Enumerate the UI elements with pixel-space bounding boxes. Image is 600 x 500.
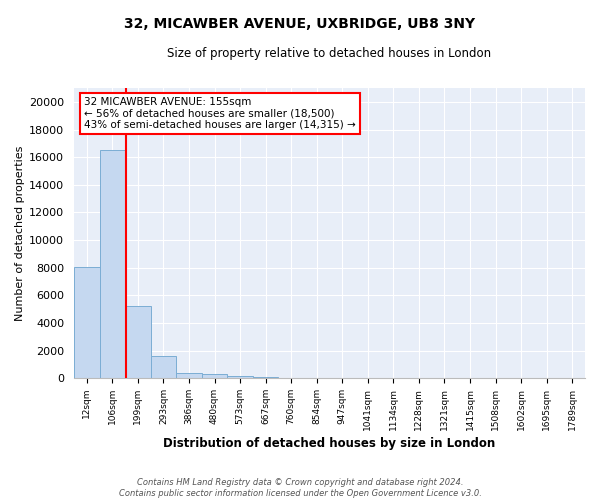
Text: 32, MICAWBER AVENUE, UXBRIDGE, UB8 3NY: 32, MICAWBER AVENUE, UXBRIDGE, UB8 3NY	[124, 18, 476, 32]
Bar	[151, 356, 176, 378]
Y-axis label: Number of detached properties: Number of detached properties	[15, 146, 25, 321]
Bar	[253, 377, 278, 378]
Bar	[100, 150, 125, 378]
Text: Contains HM Land Registry data © Crown copyright and database right 2024.
Contai: Contains HM Land Registry data © Crown c…	[119, 478, 481, 498]
Text: 32 MICAWBER AVENUE: 155sqm
← 56% of detached houses are smaller (18,500)
43% of : 32 MICAWBER AVENUE: 155sqm ← 56% of deta…	[84, 97, 356, 130]
X-axis label: Distribution of detached houses by size in London: Distribution of detached houses by size …	[163, 437, 496, 450]
Bar	[125, 306, 151, 378]
Bar	[202, 374, 227, 378]
Bar	[176, 372, 202, 378]
Title: Size of property relative to detached houses in London: Size of property relative to detached ho…	[167, 48, 491, 60]
Bar	[227, 376, 253, 378]
Bar	[74, 267, 100, 378]
